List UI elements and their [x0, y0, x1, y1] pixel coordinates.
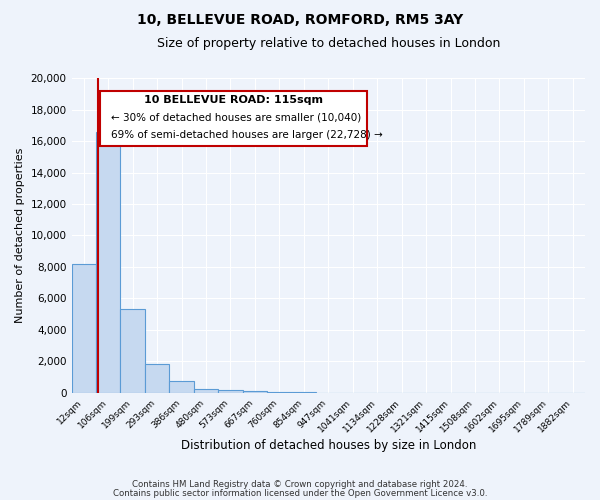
FancyBboxPatch shape — [100, 90, 367, 146]
X-axis label: Distribution of detached houses by size in London: Distribution of detached houses by size … — [181, 440, 476, 452]
Bar — [194, 388, 218, 393]
Title: Size of property relative to detached houses in London: Size of property relative to detached ho… — [157, 38, 500, 51]
Bar — [218, 390, 242, 393]
Bar — [96, 132, 121, 393]
Bar — [71, 264, 96, 393]
Text: 69% of semi-detached houses are larger (22,728) →: 69% of semi-detached houses are larger (… — [112, 130, 383, 140]
Text: 10, BELLEVUE ROAD, ROMFORD, RM5 3AY: 10, BELLEVUE ROAD, ROMFORD, RM5 3AY — [137, 12, 463, 26]
Y-axis label: Number of detached properties: Number of detached properties — [15, 148, 25, 323]
Bar — [121, 310, 145, 393]
Bar — [169, 381, 194, 393]
Text: 10 BELLEVUE ROAD: 115sqm: 10 BELLEVUE ROAD: 115sqm — [144, 96, 323, 106]
Text: Contains public sector information licensed under the Open Government Licence v3: Contains public sector information licen… — [113, 488, 487, 498]
Text: ← 30% of detached houses are smaller (10,040): ← 30% of detached houses are smaller (10… — [112, 112, 362, 122]
Bar — [292, 392, 316, 393]
Bar — [267, 392, 292, 393]
Bar — [242, 391, 267, 393]
Bar — [145, 364, 169, 393]
Text: Contains HM Land Registry data © Crown copyright and database right 2024.: Contains HM Land Registry data © Crown c… — [132, 480, 468, 489]
